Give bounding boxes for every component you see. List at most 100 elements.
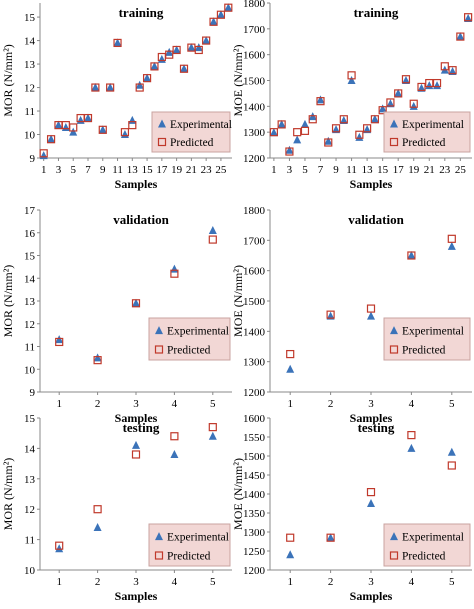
predicted-point bbox=[224, 3, 233, 12]
predicted-point bbox=[447, 461, 456, 470]
x-axis-label: Samples bbox=[115, 411, 158, 425]
legend-label-experimental: Experimental bbox=[402, 532, 464, 544]
predicted-point bbox=[135, 83, 144, 92]
predicted-point bbox=[46, 135, 56, 144]
experimental-point bbox=[286, 364, 295, 373]
x-tick-label: 21 bbox=[424, 164, 435, 176]
y-tick-label: 11 bbox=[24, 106, 35, 118]
experimental-point bbox=[394, 88, 403, 97]
predicted-point bbox=[448, 66, 457, 75]
x-tick-label: 7 bbox=[85, 164, 91, 176]
y-tick-label: 1800 bbox=[243, 0, 266, 10]
y-tick-label: 12 bbox=[24, 504, 35, 516]
x-tick-label: 23 bbox=[439, 164, 451, 176]
legend: Experimental Predicted bbox=[383, 111, 471, 153]
predicted-point bbox=[216, 10, 226, 19]
panel-title: testing bbox=[123, 420, 160, 435]
x-axis-label: Samples bbox=[350, 177, 393, 191]
x-tick-label: 3 bbox=[287, 164, 293, 176]
predicted-point bbox=[363, 124, 372, 133]
predicted-point bbox=[326, 533, 335, 542]
predicted-point bbox=[407, 431, 416, 440]
predicted-point bbox=[128, 121, 137, 130]
experimental-point bbox=[464, 14, 473, 22]
y-tick-label: 14 bbox=[24, 36, 36, 48]
experimental-point bbox=[332, 125, 341, 134]
experimental-point bbox=[285, 145, 294, 154]
predicted-point bbox=[208, 423, 217, 432]
experimental-point bbox=[120, 130, 129, 139]
legend: Experimental Predicted bbox=[148, 317, 231, 361]
predicted-point bbox=[425, 78, 434, 88]
x-tick-label: 25 bbox=[455, 164, 467, 176]
experimental-point bbox=[316, 95, 325, 104]
y-axis-label: MOR (N/mm²) bbox=[1, 265, 15, 338]
experimental-point bbox=[143, 73, 152, 82]
legend-square-icon bbox=[157, 137, 167, 147]
x-tick-label: 11 bbox=[112, 164, 123, 176]
experimental-point bbox=[324, 136, 333, 145]
experimental-point bbox=[98, 125, 107, 134]
y-tick-label: 11 bbox=[24, 342, 35, 354]
predicted-point bbox=[209, 17, 218, 26]
predicted-point bbox=[150, 62, 159, 71]
y-tick-label: 1800 bbox=[243, 205, 266, 217]
experimental-point bbox=[370, 114, 379, 123]
predicted-point bbox=[347, 71, 356, 80]
experimental-point bbox=[347, 76, 356, 84]
x-tick-label: 23 bbox=[201, 164, 213, 176]
y-tick-label: 1200 bbox=[243, 153, 266, 165]
predicted-point bbox=[401, 75, 411, 84]
experimental-point bbox=[447, 447, 456, 456]
y-axis-label: MOR (N/mm²) bbox=[1, 44, 15, 117]
predicted-point bbox=[172, 45, 181, 55]
y-axis-label: MOR (N/mm²) bbox=[1, 458, 15, 531]
predicted-point bbox=[131, 299, 141, 308]
experimental-point bbox=[54, 120, 63, 129]
experimental-point bbox=[93, 353, 102, 362]
experimental-point bbox=[355, 132, 364, 141]
legend-label-predicted: Predicted bbox=[402, 551, 446, 563]
experimental-point bbox=[378, 104, 387, 113]
predicted-point bbox=[285, 147, 294, 156]
x-tick-label: 3 bbox=[56, 164, 62, 176]
predicted-point bbox=[432, 78, 442, 88]
predicted-point bbox=[98, 125, 107, 134]
predicted-point bbox=[331, 124, 341, 133]
y-tick-label: 1600 bbox=[243, 413, 266, 425]
x-tick-label: 5 bbox=[70, 164, 76, 176]
y-tick-label: 1550 bbox=[243, 432, 266, 444]
legend-label-experimental: Experimental bbox=[170, 119, 232, 131]
x-axis-label: Samples bbox=[350, 411, 393, 425]
experimental-point bbox=[339, 116, 348, 125]
x-tick-label: 3 bbox=[368, 398, 374, 410]
legend-square-icon bbox=[154, 551, 164, 560]
predicted-point bbox=[378, 106, 387, 115]
experimental-point bbox=[55, 544, 64, 553]
x-tick-label: 4 bbox=[172, 398, 178, 410]
y-tick-label: 15 bbox=[24, 12, 36, 24]
experimental-point bbox=[165, 47, 174, 56]
predicted-point bbox=[93, 356, 102, 365]
predicted-point bbox=[93, 505, 102, 514]
x-tick-label: 2 bbox=[95, 398, 101, 410]
y-tick-label: 12 bbox=[24, 319, 35, 331]
experimental-point bbox=[433, 81, 442, 90]
experimental-point bbox=[425, 81, 434, 90]
predicted-point bbox=[440, 62, 449, 71]
predicted-point bbox=[326, 310, 335, 319]
experimental-point bbox=[55, 335, 64, 344]
predicted-point bbox=[83, 113, 93, 123]
legend-label-predicted: Predicted bbox=[402, 137, 446, 149]
legend: Experimental Predicted bbox=[383, 523, 471, 567]
y-tick-label: 13 bbox=[24, 296, 36, 308]
x-tick-label: 4 bbox=[172, 576, 178, 588]
x-tick-label: 9 bbox=[100, 164, 106, 176]
panel-title: training bbox=[354, 5, 399, 20]
predicted-point bbox=[179, 64, 189, 73]
predicted-point bbox=[355, 130, 364, 139]
predicted-point bbox=[131, 450, 141, 459]
y-tick-label: 1600 bbox=[243, 266, 266, 278]
y-tick-label: 10 bbox=[24, 565, 36, 577]
